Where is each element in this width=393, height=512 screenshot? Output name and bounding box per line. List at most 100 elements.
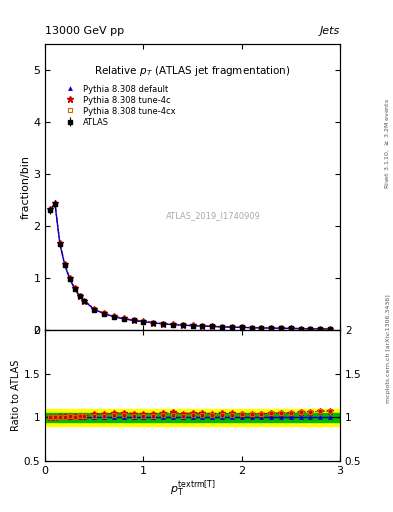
- Pythia 8.308 default: [57, 241, 62, 247]
- Pythia 8.308 default: [48, 207, 53, 214]
- Pythia 8.308 tune-4c: [131, 317, 136, 323]
- Pythia 8.308 tune-4cx: [121, 315, 126, 322]
- Pythia 8.308 default: [68, 276, 72, 282]
- Pythia 8.308 tune-4cx: [308, 326, 313, 332]
- Pythia 8.308 tune-4c: [279, 325, 283, 331]
- Pythia 8.308 default: [220, 324, 224, 330]
- Pythia 8.308 default: [82, 298, 87, 304]
- Pythia 8.308 tune-4c: [239, 324, 244, 330]
- Pythia 8.308 tune-4c: [53, 200, 57, 206]
- Y-axis label: fraction/bin: fraction/bin: [20, 155, 30, 219]
- Pythia 8.308 tune-4cx: [230, 324, 234, 330]
- Pythia 8.308 default: [288, 326, 293, 332]
- Pythia 8.308 tune-4c: [230, 324, 234, 330]
- Pythia 8.308 tune-4c: [200, 323, 205, 329]
- Pythia 8.308 tune-4cx: [298, 326, 303, 332]
- Pythia 8.308 tune-4cx: [318, 326, 323, 332]
- Pythia 8.308 tune-4cx: [72, 285, 77, 291]
- Line: Pythia 8.308 tune-4cx: Pythia 8.308 tune-4cx: [48, 201, 332, 331]
- Pythia 8.308 tune-4c: [161, 321, 165, 327]
- Pythia 8.308 tune-4c: [92, 306, 97, 312]
- Pythia 8.308 tune-4cx: [269, 325, 274, 331]
- Pythia 8.308 tune-4c: [328, 326, 332, 332]
- Pythia 8.308 tune-4cx: [102, 310, 107, 316]
- Pythia 8.308 tune-4c: [308, 326, 313, 332]
- Pythia 8.308 tune-4c: [48, 206, 53, 212]
- Pythia 8.308 default: [279, 325, 283, 331]
- Pythia 8.308 tune-4c: [180, 322, 185, 328]
- Pythia 8.308 default: [180, 322, 185, 328]
- Line: Pythia 8.308 tune-4c: Pythia 8.308 tune-4c: [47, 200, 333, 332]
- Pythia 8.308 tune-4cx: [141, 318, 146, 325]
- Pythia 8.308 tune-4c: [298, 326, 303, 332]
- Pythia 8.308 default: [230, 324, 234, 330]
- Pythia 8.308 default: [77, 293, 82, 300]
- Pythia 8.308 tune-4cx: [151, 319, 156, 326]
- Pythia 8.308 tune-4cx: [57, 241, 62, 247]
- Pythia 8.308 default: [62, 262, 67, 268]
- Pythia 8.308 tune-4cx: [161, 321, 165, 327]
- Text: Rivet 3.1.10, $\geq$ 3.2M events: Rivet 3.1.10, $\geq$ 3.2M events: [384, 98, 391, 189]
- Pythia 8.308 tune-4cx: [249, 325, 254, 331]
- X-axis label: $p_{\rm T}^{\rm textrm[T]}$: $p_{\rm T}^{\rm textrm[T]}$: [169, 478, 216, 499]
- Pythia 8.308 tune-4cx: [68, 275, 72, 282]
- Pythia 8.308 tune-4c: [57, 240, 62, 246]
- Pythia 8.308 tune-4c: [269, 325, 274, 331]
- Pythia 8.308 tune-4c: [121, 315, 126, 322]
- Pythia 8.308 default: [190, 323, 195, 329]
- Pythia 8.308 default: [239, 325, 244, 331]
- Pythia 8.308 tune-4c: [102, 310, 107, 316]
- Text: mcplots.cern.ch [arXiv:1306.3436]: mcplots.cern.ch [arXiv:1306.3436]: [386, 294, 391, 402]
- Pythia 8.308 tune-4c: [288, 325, 293, 331]
- Pythia 8.308 tune-4cx: [190, 323, 195, 329]
- Pythia 8.308 default: [141, 319, 146, 325]
- Text: Relative $p_T$ (ATLAS jet fragmentation): Relative $p_T$ (ATLAS jet fragmentation): [94, 63, 291, 78]
- Legend: Pythia 8.308 default, Pythia 8.308 tune-4c, Pythia 8.308 tune-4cx, ATLAS: Pythia 8.308 default, Pythia 8.308 tune-…: [58, 82, 178, 130]
- Pythia 8.308 tune-4c: [190, 323, 195, 329]
- Pythia 8.308 tune-4c: [82, 297, 87, 304]
- Pythia 8.308 tune-4cx: [62, 262, 67, 268]
- Pythia 8.308 default: [328, 326, 332, 332]
- Pythia 8.308 default: [318, 326, 323, 332]
- Pythia 8.308 tune-4c: [171, 321, 175, 327]
- Pythia 8.308 default: [53, 201, 57, 207]
- Line: Pythia 8.308 default: Pythia 8.308 default: [48, 202, 332, 331]
- Pythia 8.308 tune-4c: [62, 261, 67, 267]
- Pythia 8.308 default: [171, 322, 175, 328]
- Pythia 8.308 tune-4cx: [112, 313, 116, 319]
- Pythia 8.308 tune-4c: [259, 325, 264, 331]
- Pythia 8.308 tune-4c: [77, 293, 82, 299]
- Pythia 8.308 tune-4c: [141, 318, 146, 325]
- Pythia 8.308 tune-4c: [151, 319, 156, 326]
- Pythia 8.308 default: [92, 307, 97, 313]
- Pythia 8.308 default: [151, 320, 156, 326]
- Y-axis label: Ratio to ATLAS: Ratio to ATLAS: [11, 360, 21, 431]
- Pythia 8.308 default: [200, 323, 205, 329]
- Pythia 8.308 default: [161, 321, 165, 327]
- Pythia 8.308 tune-4cx: [279, 325, 283, 331]
- Pythia 8.308 tune-4cx: [53, 201, 57, 207]
- Pythia 8.308 tune-4cx: [200, 323, 205, 329]
- Pythia 8.308 default: [308, 326, 313, 332]
- Pythia 8.308 tune-4cx: [77, 293, 82, 299]
- Pythia 8.308 tune-4cx: [131, 317, 136, 324]
- Pythia 8.308 default: [131, 317, 136, 324]
- Pythia 8.308 tune-4cx: [48, 207, 53, 213]
- Pythia 8.308 tune-4cx: [210, 323, 215, 329]
- Pythia 8.308 tune-4cx: [180, 322, 185, 328]
- Pythia 8.308 default: [249, 325, 254, 331]
- Pythia 8.308 tune-4cx: [92, 306, 97, 312]
- Pythia 8.308 default: [298, 326, 303, 332]
- Pythia 8.308 tune-4c: [318, 326, 323, 332]
- Pythia 8.308 tune-4cx: [259, 325, 264, 331]
- Pythia 8.308 tune-4c: [210, 323, 215, 329]
- Pythia 8.308 tune-4c: [112, 313, 116, 319]
- Pythia 8.308 default: [112, 314, 116, 320]
- Pythia 8.308 tune-4c: [220, 324, 224, 330]
- Pythia 8.308 default: [72, 286, 77, 292]
- Pythia 8.308 tune-4cx: [220, 324, 224, 330]
- Pythia 8.308 default: [210, 324, 215, 330]
- Text: 13000 GeV pp: 13000 GeV pp: [45, 26, 124, 36]
- Text: ATLAS_2019_I1740909: ATLAS_2019_I1740909: [166, 211, 261, 220]
- Pythia 8.308 default: [102, 311, 107, 317]
